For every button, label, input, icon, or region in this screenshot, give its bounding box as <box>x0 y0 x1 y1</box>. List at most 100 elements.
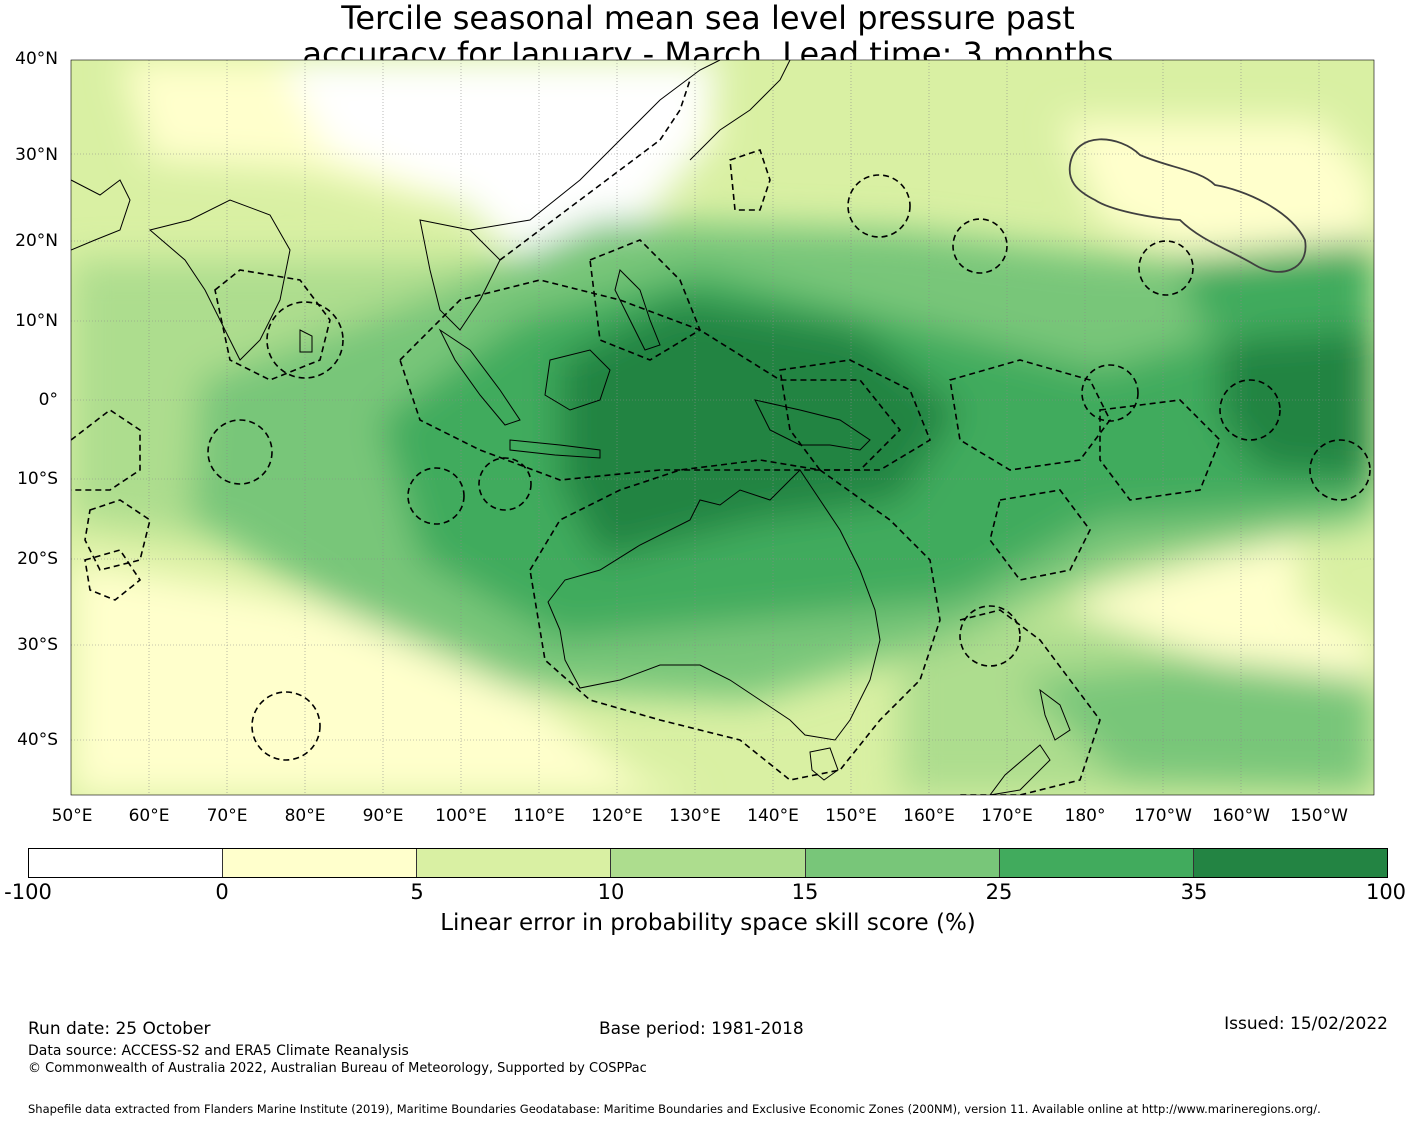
base-period: Base period: 1981-2018 <box>599 1019 804 1039</box>
eez-amsterdam-island <box>251 691 321 761</box>
skill-map <box>70 59 1375 796</box>
title-line-1: Tercile seasonal mean sea level pressure… <box>341 0 1075 37</box>
eez-seychelles-south <box>84 549 142 601</box>
coast-china <box>469 60 721 231</box>
data-source: Data source: ACCESS-S2 and ERA5 Climate … <box>28 1043 409 1059</box>
eez-png <box>779 359 931 471</box>
eez-indian-west <box>71 409 141 491</box>
colorbar-segment <box>805 849 1000 877</box>
eez-kiribati-a <box>1081 364 1139 422</box>
lat-label-equator: 0° <box>38 390 58 410</box>
lon-label-60e: 60°E <box>128 806 170 826</box>
lat-label-40s: 40°S <box>17 730 58 750</box>
lon-label-90e: 90°E <box>362 806 404 826</box>
run-date: Run date: 25 October <box>28 1019 211 1039</box>
coast-philippines <box>614 269 661 351</box>
eez-maldives-south <box>266 301 344 379</box>
eez-philippines <box>589 239 701 361</box>
lon-label-160e: 160°E <box>903 806 955 826</box>
colorbar-label: Linear error in probability space skill … <box>440 910 976 936</box>
lat-label-10n: 10°N <box>15 311 58 331</box>
eez-christmas-island <box>478 457 532 511</box>
eez-fiji <box>989 489 1091 581</box>
lat-label-20n: 20°N <box>15 231 58 251</box>
colorbar-segment <box>417 849 612 877</box>
field-china-negative <box>280 60 720 260</box>
lon-label-170w: 170°W <box>1134 806 1192 826</box>
eez-cocos-island <box>407 467 465 525</box>
eez-wake <box>952 218 1008 274</box>
lon-label-50e: 50°E <box>51 806 93 826</box>
colorbar-tick: 35 <box>1180 880 1208 904</box>
coast-new-zealand-south <box>989 744 1051 795</box>
chart-title: Tercile seasonal mean sea level pressure… <box>0 0 1416 72</box>
colorbar-tick: 15 <box>791 880 819 904</box>
colorbar-segment <box>611 849 806 877</box>
colorbar <box>28 848 1388 878</box>
coast-tasmania <box>809 747 839 781</box>
colorbar-segment <box>29 849 224 877</box>
eez-johnston <box>1138 240 1194 296</box>
eez-pacific-east <box>1099 399 1221 501</box>
coast-borneo <box>544 349 611 411</box>
issued-date: Issued: 15/02/2022 <box>1224 1014 1388 1034</box>
lat-label-10s: 10°S <box>17 469 58 489</box>
colorbar-segment <box>1193 849 1387 877</box>
lat-label-30s: 30°S <box>17 635 58 655</box>
eez-kiribati-b <box>1219 379 1281 441</box>
lat-label-40n: 40°N <box>15 49 58 69</box>
coast-sri-lanka <box>299 329 313 353</box>
lat-label-20s: 20°S <box>17 549 58 569</box>
colorbar-tick: -100 <box>4 880 52 904</box>
eez-pacific-mid <box>949 359 1111 471</box>
field-eastpac-25 <box>1180 240 1374 330</box>
coast-india <box>148 199 291 361</box>
field-eastpac-35 <box>1220 330 1374 480</box>
graticule <box>71 60 1374 795</box>
eez-boundaries <box>71 79 1371 795</box>
lon-label-150e: 150°E <box>825 806 877 826</box>
lon-label-150w: 150°W <box>1290 806 1348 826</box>
eez-china-sea <box>499 79 691 261</box>
eez-australia <box>529 459 941 781</box>
copyright: © Commonwealth of Australia 2022, Austra… <box>28 1061 647 1076</box>
eez-indonesia <box>399 279 902 481</box>
colorbar-tick: 100 <box>1365 880 1407 904</box>
colorbar-segment <box>223 849 418 877</box>
lon-label-170e: 170°E <box>981 806 1033 826</box>
coast-australia <box>547 469 881 741</box>
coast-new-zealand-north <box>1039 688 1071 741</box>
eez-india <box>214 269 331 381</box>
coast-java <box>509 439 601 459</box>
colorbar-tick: 25 <box>985 880 1013 904</box>
coast-sumatra <box>438 328 521 426</box>
eez-chagos <box>207 419 273 485</box>
eez-guam <box>847 174 911 238</box>
map-frame <box>70 59 1375 796</box>
lon-label-110e: 110°E <box>513 806 565 826</box>
eez-mauritius <box>84 499 151 571</box>
lon-label-120e: 120°E <box>591 806 643 826</box>
lon-label-100e: 100°E <box>435 806 487 826</box>
lon-label-160w: 160°W <box>1212 806 1270 826</box>
coast-new-guinea <box>754 399 871 451</box>
lon-label-130e: 130°E <box>669 806 721 826</box>
colorbar-tick: 0 <box>215 880 229 904</box>
eez-hawaii <box>1068 138 1307 273</box>
field-south-moderate <box>71 680 700 795</box>
coast-japan <box>689 60 791 161</box>
colorbar-tick: 10 <box>597 880 625 904</box>
field-northeast-low <box>1060 120 1374 280</box>
lon-label-80e: 80°E <box>284 806 326 826</box>
colorbar-segment <box>999 849 1194 877</box>
field-tasman-25 <box>1020 660 1374 790</box>
coast-indochina <box>419 219 501 331</box>
eez-kiribati-c <box>1309 439 1371 501</box>
eez-norfolk <box>959 605 1021 667</box>
skill-field <box>71 60 1374 795</box>
colorbar-tick: 5 <box>410 880 424 904</box>
lon-label-140e: 140°E <box>747 806 799 826</box>
lon-label-180: 180° <box>1064 806 1106 826</box>
coast-arabia <box>71 179 131 251</box>
shapefile-credit: Shapefile data extracted from Flanders M… <box>28 1102 1321 1116</box>
